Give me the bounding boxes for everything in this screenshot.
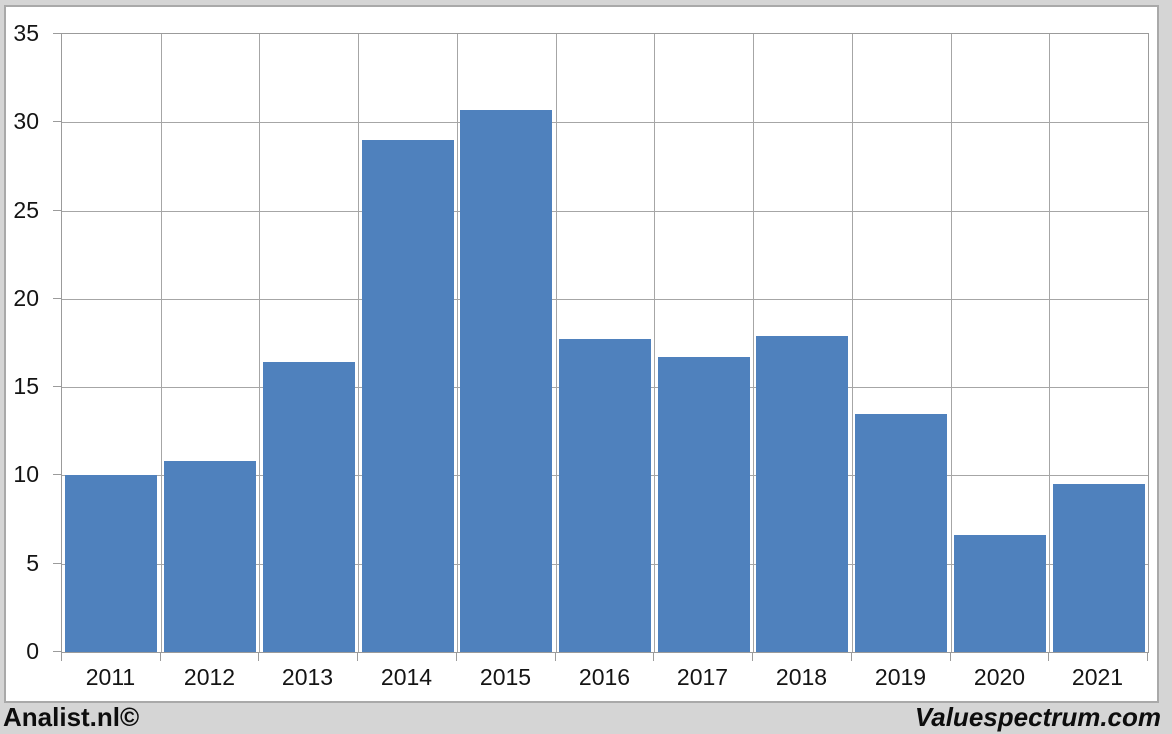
brand-valuespectrum: Valuespectrum.com	[914, 702, 1161, 732]
bar-2012	[164, 461, 256, 652]
y-tick-35	[53, 33, 61, 34]
bar-2014	[362, 140, 454, 652]
x-tick-1	[160, 653, 161, 661]
bar-2019	[855, 414, 947, 652]
y-tick-label-0: 0	[26, 638, 39, 664]
gridline-x-1	[161, 34, 162, 652]
x-tick-label-2015: 2015	[479, 664, 532, 690]
x-tick-3	[357, 653, 358, 661]
x-tick-label-2013: 2013	[281, 664, 334, 690]
y-tick-25	[53, 210, 61, 211]
y-tick-5	[53, 563, 61, 564]
x-tick-label-2014: 2014	[380, 664, 433, 690]
x-tick-label-2012: 2012	[183, 664, 236, 690]
brand-analist: Analist.nl©	[3, 702, 140, 732]
gridline-x-3	[358, 34, 359, 652]
x-tick-label-2021: 2021	[1071, 664, 1124, 690]
gridline-x-9	[951, 34, 952, 652]
gridline-x-5	[556, 34, 557, 652]
x-tick-2	[258, 653, 259, 661]
gridline-y-20	[62, 299, 1148, 300]
y-tick-0	[53, 651, 61, 652]
gridline-x-10	[1049, 34, 1050, 652]
bar-2015	[460, 110, 552, 652]
y-tick-label-30: 30	[13, 108, 39, 134]
gridline-x-2	[259, 34, 260, 652]
bar-2011	[65, 475, 157, 652]
x-tick-5	[555, 653, 556, 661]
x-tick-4	[456, 653, 457, 661]
y-tick-label-35: 35	[13, 20, 39, 46]
x-tick-0	[61, 653, 62, 661]
bar-2016	[559, 339, 651, 652]
x-tick-11	[1147, 653, 1148, 661]
y-tick-15	[53, 386, 61, 387]
gridline-x-6	[654, 34, 655, 652]
x-tick-label-2018: 2018	[775, 664, 828, 690]
x-tick-label-2011: 2011	[85, 664, 136, 690]
y-tick-label-25: 25	[13, 197, 39, 223]
y-tick-10	[53, 474, 61, 475]
bar-2013	[263, 362, 355, 652]
footer-bar: Analist.nl© Valuespectrum.com	[0, 703, 1172, 734]
plot-area	[61, 33, 1149, 653]
x-tick-6	[653, 653, 654, 661]
bar-2021	[1053, 484, 1145, 652]
x-tick-8	[851, 653, 852, 661]
chart-panel: 0 5 10 15 20 25 30 35 2011 2012 2013 2014 2015 2016 2…	[4, 5, 1159, 703]
y-tick-label-10: 10	[13, 461, 39, 487]
gridline-y-30	[62, 122, 1148, 123]
gridline-y-25	[62, 211, 1148, 212]
bar-2017	[658, 357, 750, 652]
x-tick-label-2017: 2017	[676, 664, 729, 690]
gridline-x-7	[753, 34, 754, 652]
y-tick-label-20: 20	[13, 285, 39, 311]
bar-2020	[954, 535, 1046, 652]
x-tick-label-2019: 2019	[874, 664, 927, 690]
bar-2018	[756, 336, 848, 652]
x-tick-9	[950, 653, 951, 661]
x-tick-label-2020: 2020	[973, 664, 1026, 690]
y-tick-20	[53, 298, 61, 299]
y-tick-label-5: 5	[26, 550, 39, 576]
x-tick-10	[1048, 653, 1049, 661]
x-tick-7	[752, 653, 753, 661]
y-tick-30	[53, 121, 61, 122]
gridline-x-8	[852, 34, 853, 652]
gridline-x-4	[457, 34, 458, 652]
y-tick-label-15: 15	[13, 373, 39, 399]
x-tick-label-2016: 2016	[578, 664, 631, 690]
